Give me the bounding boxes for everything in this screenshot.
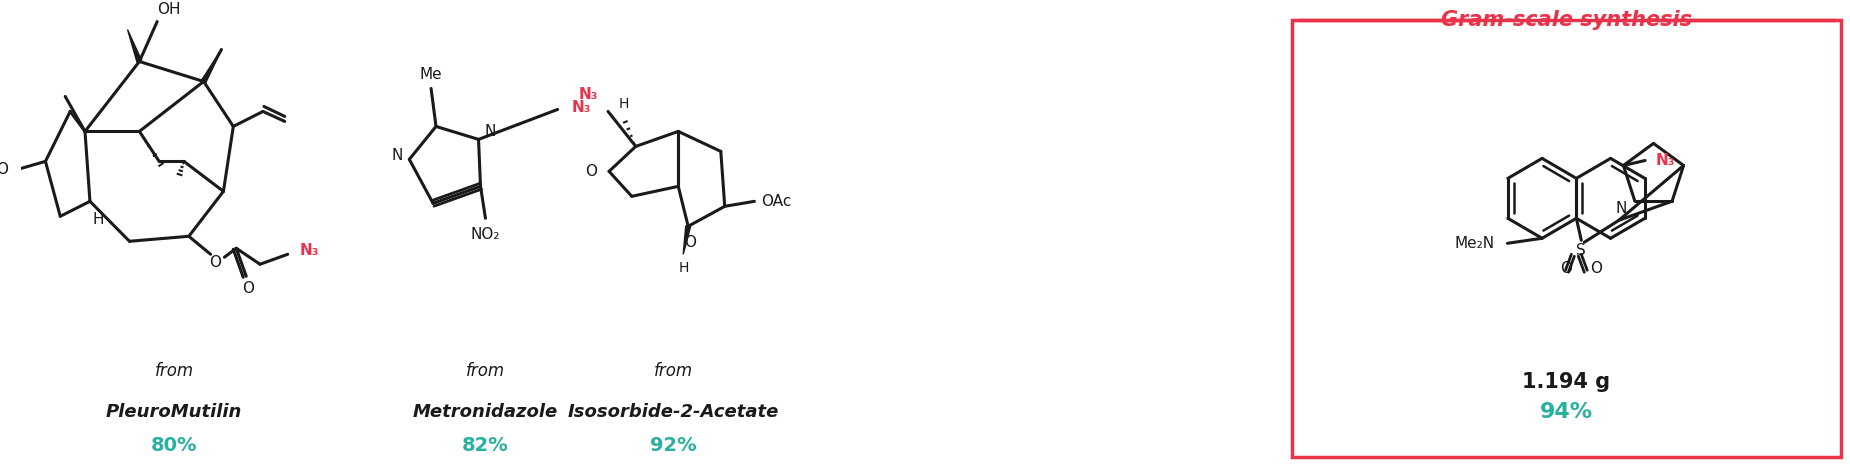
Text: PleuroMutilin: PleuroMutilin	[105, 403, 242, 421]
Text: N: N	[392, 148, 403, 163]
Text: OH: OH	[157, 2, 181, 17]
Text: S: S	[1576, 243, 1585, 258]
Text: H: H	[679, 261, 690, 275]
Text: N₃: N₃	[300, 243, 320, 258]
Text: from: from	[653, 362, 694, 380]
Text: Isosorbide-2-Acetate: Isosorbide-2-Acetate	[568, 403, 779, 421]
Text: O: O	[1560, 261, 1572, 276]
Text: 94%: 94%	[1539, 402, 1593, 422]
Text: 1.194 g: 1.194 g	[1523, 372, 1611, 392]
Text: from: from	[154, 362, 194, 380]
Text: Metronidazole: Metronidazole	[413, 403, 559, 421]
Text: O: O	[209, 255, 222, 270]
Text: N₃: N₃	[1656, 153, 1674, 168]
Bar	[1291, 20, 1841, 457]
Text: O: O	[585, 164, 598, 179]
Text: H: H	[618, 98, 629, 111]
Text: N: N	[485, 124, 496, 139]
Text: N: N	[1615, 201, 1626, 216]
Text: from: from	[466, 362, 505, 380]
Text: H: H	[92, 212, 104, 227]
Text: 80%: 80%	[150, 436, 198, 455]
Text: N₃: N₃	[579, 87, 598, 102]
Text: O: O	[1591, 261, 1602, 276]
Text: NO₂: NO₂	[470, 227, 500, 242]
Text: OAc: OAc	[760, 194, 792, 209]
Polygon shape	[683, 226, 690, 254]
Text: 82%: 82%	[462, 436, 509, 455]
Text: Me: Me	[420, 67, 442, 82]
Polygon shape	[128, 30, 142, 62]
Text: O: O	[0, 162, 7, 177]
Text: O: O	[242, 281, 253, 296]
Text: N₃: N₃	[572, 100, 592, 115]
Text: Me₂N: Me₂N	[1454, 236, 1495, 251]
Text: O: O	[684, 235, 696, 250]
Text: 92%: 92%	[649, 436, 697, 455]
Polygon shape	[202, 50, 222, 83]
Text: Gram-scale synthesis: Gram-scale synthesis	[1441, 10, 1693, 30]
